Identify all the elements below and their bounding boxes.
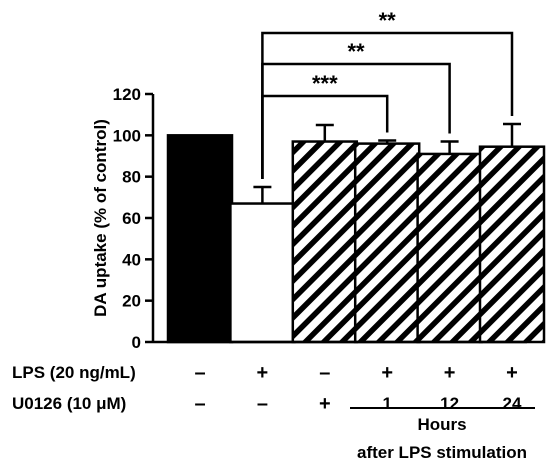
hours-sublabel: after LPS stimulation — [357, 443, 527, 462]
condition-cell: 24 — [503, 394, 522, 413]
significance-label: ** — [379, 8, 397, 33]
condition-cell: + — [506, 362, 518, 384]
condition-cell: 1 — [382, 394, 391, 413]
bars — [166, 122, 546, 344]
y-tick-label: 100 — [113, 126, 141, 145]
bar — [353, 142, 421, 344]
condition-row-label: LPS (20 ng/mL) — [12, 363, 136, 382]
condition-cell: 12 — [440, 394, 459, 413]
condition-cell: + — [257, 362, 269, 384]
condition-cell: – — [257, 393, 268, 415]
y-tick-label: 0 — [132, 333, 141, 352]
bar — [416, 152, 483, 344]
significance-label: ** — [347, 39, 365, 64]
y-tick-label: 80 — [122, 168, 141, 187]
condition-cell: – — [194, 393, 205, 415]
condition-cell: + — [319, 393, 331, 415]
significance-label: *** — [312, 71, 338, 96]
bar — [229, 202, 296, 344]
condition-cell: + — [444, 362, 456, 384]
significance-bracket — [261, 31, 514, 179]
y-tick-label: 20 — [122, 292, 141, 311]
y-axis-label: DA uptake (% of control) — [91, 119, 110, 317]
condition-cell: – — [319, 362, 330, 384]
condition-cell: + — [381, 362, 393, 384]
condition-cell: – — [194, 362, 205, 384]
bar — [291, 140, 359, 344]
y-tick-label: 120 — [113, 85, 141, 104]
bar — [478, 145, 546, 344]
hours-group: Hours after LPS stimulation — [350, 407, 535, 462]
y-tick-label: 60 — [122, 209, 141, 228]
bar — [166, 134, 234, 344]
condition-row-label: U0126 (10 μM) — [12, 394, 126, 413]
y-tick-label: 40 — [122, 250, 141, 269]
significance-brackets: ******* — [261, 8, 514, 179]
y-axis: 0 20 40 60 80 100 120 — [113, 85, 155, 352]
hours-label: Hours — [417, 415, 466, 434]
